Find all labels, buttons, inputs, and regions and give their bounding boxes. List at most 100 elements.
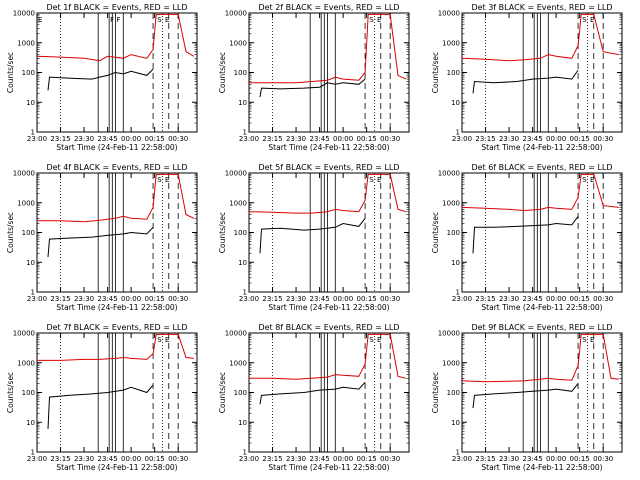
x-tick-label: 23:15 xyxy=(475,455,495,463)
panel-det-4: Det 4f BLACK = Events, RED = LLD 1 10 100 10… xyxy=(6,163,198,312)
y-tick-label: 100 xyxy=(234,389,247,397)
y-tick-label: 100 xyxy=(22,229,35,237)
y-tick-label: 1000 xyxy=(17,39,35,47)
x-tick-label: 00:30 xyxy=(380,135,400,143)
x-tick-label: 23:45 xyxy=(522,295,542,303)
x-tick-label: 23:30 xyxy=(74,135,94,143)
x-tick-label: 00:00 xyxy=(333,135,353,143)
y-tick-label: 100 xyxy=(234,229,247,237)
y-tick-label: 1 xyxy=(456,289,460,297)
plot-frame xyxy=(36,172,198,293)
flag-label: E xyxy=(590,336,594,344)
y-tick-label: 100 xyxy=(447,229,460,237)
y-tick-label: 1 xyxy=(31,449,35,457)
panel-det-8: Det 8f BLACK = Events, RED = LLD 1 10 100 10… xyxy=(218,323,410,472)
x-tick-label: 23:15 xyxy=(50,455,70,463)
lld-series-line xyxy=(461,333,619,383)
y-tick-label: 10 xyxy=(238,419,247,427)
y-tick-label: 1 xyxy=(31,129,35,137)
x-tick-label: 00:15 xyxy=(357,455,377,463)
y-tick-label: 10 xyxy=(26,99,35,107)
y-tick-label: 10 xyxy=(238,259,247,267)
x-tick-label: 23:15 xyxy=(262,455,282,463)
y-tick-label: 1 xyxy=(243,129,247,137)
plot-frame xyxy=(36,332,198,453)
x-tick-label: 00:00 xyxy=(333,295,353,303)
x-tick-label: 00:00 xyxy=(121,135,141,143)
y-axis-label: Counts/sec xyxy=(218,212,227,253)
x-tick-label: 23:15 xyxy=(262,295,282,303)
events-series-line xyxy=(47,384,154,429)
x-tick-label: 23:45 xyxy=(309,295,329,303)
panel-title: Det 2f BLACK = Events, RED = LLD xyxy=(258,3,399,12)
flag-label: E xyxy=(590,176,594,184)
y-tick-label: 1000 xyxy=(229,199,247,207)
flag-label: S xyxy=(582,336,587,344)
y-tick-label: 1 xyxy=(243,449,247,457)
plot-frame xyxy=(248,12,410,133)
y-tick-label: 10 xyxy=(451,99,460,107)
y-tick-label: 10000 xyxy=(13,330,35,338)
events-series-line xyxy=(259,217,366,254)
flag-label: E xyxy=(165,16,169,24)
y-tick-label: 10000 xyxy=(13,10,35,18)
x-tick-label: 00:30 xyxy=(593,455,613,463)
y-axis-label: Counts/sec xyxy=(431,372,440,413)
lld-series-line xyxy=(249,333,407,380)
x-tick-label: 23:45 xyxy=(522,455,542,463)
x-tick-label: 00:00 xyxy=(546,295,566,303)
flag-label: F xyxy=(116,16,120,24)
x-tick-label: 00:15 xyxy=(570,455,590,463)
events-series-line xyxy=(259,78,366,98)
x-tick-label: 00:00 xyxy=(546,135,566,143)
x-tick-label: 00:15 xyxy=(145,455,165,463)
flag-label: E xyxy=(377,16,381,24)
panel-det-1: Det 1f BLACK = Events, RED = LLD 1 10 100 10… xyxy=(6,3,198,152)
y-tick-label: 1000 xyxy=(442,359,460,367)
panel-title: Det 4f BLACK = Events, RED = LLD xyxy=(46,163,187,172)
panel-title: Det 5f BLACK = Events, RED = LLD xyxy=(258,163,399,172)
lld-series-line xyxy=(36,13,195,62)
y-tick-label: 1 xyxy=(456,129,460,137)
x-tick-label: 23:00 xyxy=(27,135,47,143)
flag-label: E xyxy=(165,176,169,184)
flag-label: S xyxy=(157,16,162,24)
y-tick-label: 1 xyxy=(31,289,35,297)
x-tick-label: 00:00 xyxy=(121,455,141,463)
lld-series-line xyxy=(461,173,619,212)
panel-det-9: Det 9f BLACK = Events, RED = LLD 1 10 100 10… xyxy=(431,323,623,472)
panel-det-6: Det 6f BLACK = Events, RED = LLD 1 10 100 10… xyxy=(431,163,623,312)
y-tick-label: 10000 xyxy=(438,10,460,18)
panel-det-3: Det 3f BLACK = Events, RED = LLD 1 10 100 10… xyxy=(431,3,623,152)
x-tick-label: 23:30 xyxy=(499,455,519,463)
lld-series-line xyxy=(37,333,194,361)
panel-title: Det 7f BLACK = Events, RED = LLD xyxy=(46,323,187,332)
events-series-line xyxy=(472,383,579,409)
x-axis-label: Start Time (24-Feb-11 22:58:00) xyxy=(481,303,602,312)
x-tick-label: 23:00 xyxy=(239,295,259,303)
x-tick-label: 23:00 xyxy=(452,135,472,143)
events-series-line xyxy=(472,69,579,94)
events-series-line xyxy=(472,216,579,254)
y-tick-label: 10000 xyxy=(225,10,247,18)
y-axis-label: Counts/sec xyxy=(431,52,440,93)
y-tick-label: 100 xyxy=(22,69,35,77)
x-tick-label: 00:15 xyxy=(570,295,590,303)
y-tick-label: 10000 xyxy=(13,170,35,178)
x-tick-label: 23:30 xyxy=(499,295,519,303)
x-tick-label: 23:00 xyxy=(452,455,472,463)
x-tick-label: 23:00 xyxy=(27,295,47,303)
flag-label: E xyxy=(590,16,594,24)
x-tick-label: 23:00 xyxy=(452,295,472,303)
y-tick-label: 100 xyxy=(234,69,247,77)
y-tick-label: 1000 xyxy=(17,199,35,207)
flag-label: S xyxy=(582,16,587,24)
y-axis-label: Counts/sec xyxy=(431,212,440,253)
plot-frame xyxy=(248,172,410,293)
x-tick-label: 23:30 xyxy=(499,135,519,143)
y-axis-label: Counts/sec xyxy=(6,212,15,253)
y-tick-label: 10 xyxy=(238,99,247,107)
y-tick-label: 10 xyxy=(451,259,460,267)
x-tick-label: 00:30 xyxy=(593,295,613,303)
